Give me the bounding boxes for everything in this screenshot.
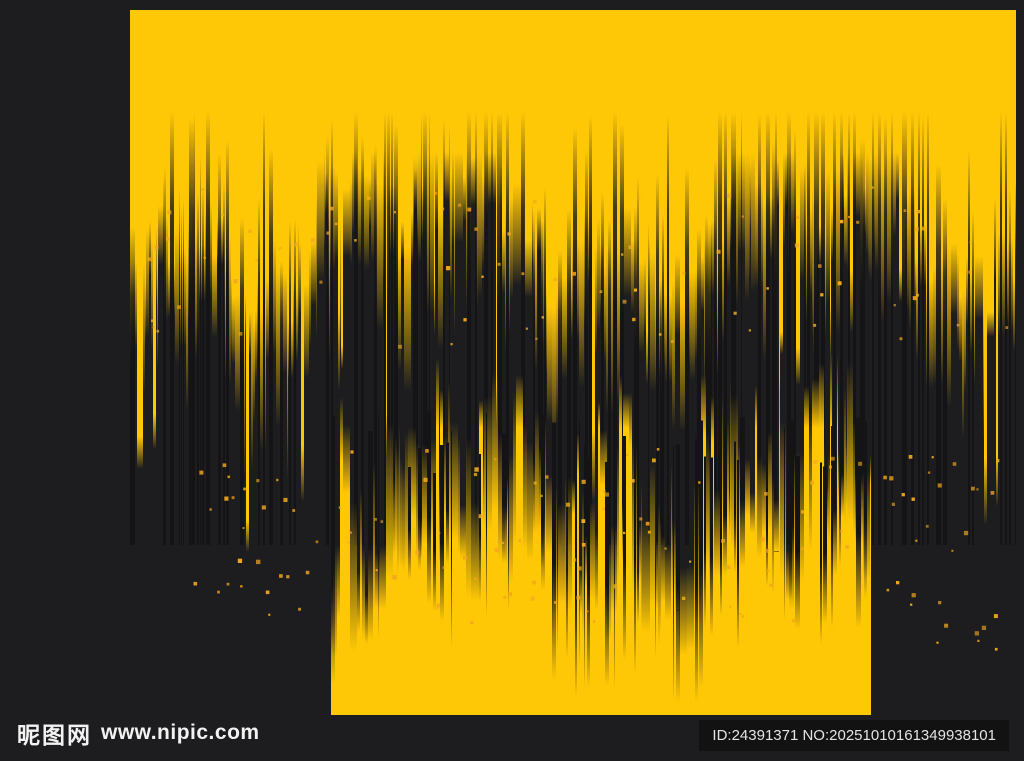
yellow-black-soundwave-artwork	[130, 10, 1016, 715]
stock-image-preview: 昵图网 www.nipic.com ID:24391371 NO:2025101…	[0, 0, 1024, 761]
